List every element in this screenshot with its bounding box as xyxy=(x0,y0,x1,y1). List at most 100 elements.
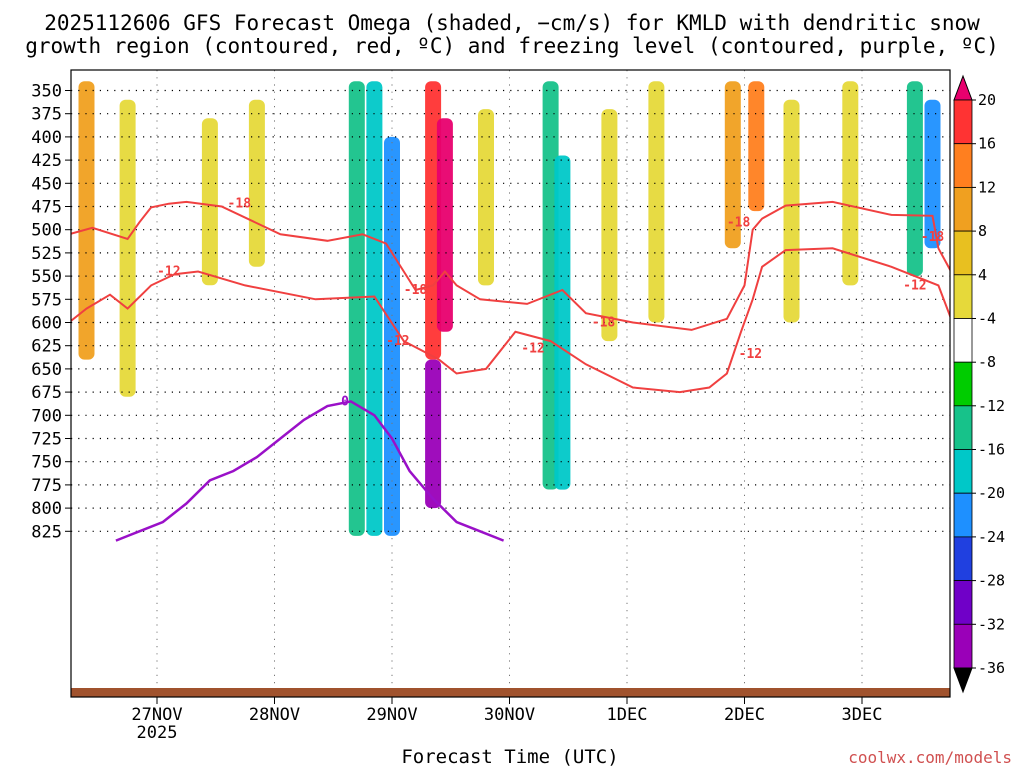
omega-cell-4 xyxy=(348,81,365,536)
colorbar-box-11 xyxy=(953,580,973,625)
omega-cell-17 xyxy=(783,99,800,323)
colorbar-box-9 xyxy=(953,492,973,538)
colorbar-box-10 xyxy=(953,536,973,582)
omega-cell-8 xyxy=(436,118,453,332)
y-tick-label-550: 550 xyxy=(31,267,62,287)
terrain-ground xyxy=(71,688,950,697)
contour-label-minus18-b: -18 xyxy=(404,283,428,298)
colorbar-label-2: 12 xyxy=(978,178,996,196)
chart-title-line1: 2025112606 GFS Forecast Omega (shaded, −… xyxy=(44,11,980,35)
colorbar-box-8 xyxy=(953,449,973,494)
colorbar-box-6 xyxy=(953,361,973,407)
dgz-minus12-contour xyxy=(71,247,950,394)
omega-cell-0 xyxy=(78,81,95,360)
colorbar-box-12 xyxy=(953,623,973,669)
colorbar-top-triangle xyxy=(953,74,973,101)
y-tick-label-775: 775 xyxy=(31,476,62,496)
y-tick-label-700: 700 xyxy=(31,406,62,426)
y-tick-label-825: 825 xyxy=(31,522,62,542)
x-tick-label-2dec: 2DEC xyxy=(724,705,765,725)
omega-cell-18 xyxy=(842,81,859,286)
y-tick-label-625: 625 xyxy=(31,337,62,357)
omega-cell-9 xyxy=(425,359,442,509)
contour-label-minus12-d: -12 xyxy=(739,347,762,362)
colorbar-label-4: 4 xyxy=(978,266,987,284)
contour-label-minus18-e: -18 xyxy=(921,230,945,245)
dgz-minus18-contour xyxy=(71,200,950,331)
x-tick-label-1dec: 1DEC xyxy=(607,705,648,725)
colorbar-box-4 xyxy=(953,274,973,319)
y-tick-label-725: 725 xyxy=(31,430,62,450)
chart-title-line2: growth region (contoured, red, ºC) and f… xyxy=(25,34,999,58)
y-tick-label-600: 600 xyxy=(31,314,62,334)
credit-text: coolwx.com/models xyxy=(848,748,1012,767)
contour-label-minus18-a: -18 xyxy=(228,197,252,212)
omega-shading xyxy=(78,81,1017,536)
x-year-label: 2025 xyxy=(137,723,178,743)
omega-cell-2 xyxy=(201,118,218,286)
omega-cell-23 xyxy=(1001,323,1017,509)
x-tick-label-29nov: 29NOV xyxy=(366,705,417,725)
colorbar-label-0: 20 xyxy=(978,91,996,109)
contour-label-minus12-c: -12 xyxy=(521,342,544,357)
colorbar-box-0 xyxy=(953,99,973,145)
y-tick-label-475: 475 xyxy=(31,198,62,218)
omega-cell-16 xyxy=(748,81,765,212)
y-tick-label-750: 750 xyxy=(31,453,62,473)
colorbar-label-7: -12 xyxy=(978,397,1005,415)
y-tick-label-425: 425 xyxy=(31,151,62,171)
contours: -18 -18 -18 -18 -18 -12 -12 -12 -12 -12 0 xyxy=(71,197,950,542)
omega-cell-15 xyxy=(724,81,741,249)
plot-frame xyxy=(70,69,951,698)
y-tick-label-400: 400 xyxy=(31,128,62,148)
y-tick-label-375: 375 xyxy=(31,105,62,125)
colorbar-label-8: -16 xyxy=(978,441,1005,459)
colorbar-box-3 xyxy=(953,230,973,276)
x-axis: 27NOV 28NOV 29NOV 30NOV 1DEC 2DEC 3DEC xyxy=(131,697,882,725)
colorbar-label-1: 16 xyxy=(978,135,996,153)
y-axis: 350 375 400 425 450 475 500 525 550 575 600 625 650 6… xyxy=(31,82,71,542)
x-tick-label-3dec: 3DEC xyxy=(842,705,883,725)
grid-lines xyxy=(71,70,950,697)
y-tick-label-350: 350 xyxy=(31,82,62,102)
y-tick-label-800: 800 xyxy=(31,499,62,519)
colorbar-label-9: -20 xyxy=(978,484,1005,502)
freezing-level-contour xyxy=(115,400,505,542)
colorbar-label-11: -28 xyxy=(978,572,1005,590)
colorbar-label-5: -4 xyxy=(978,310,996,328)
omega-cell-19 xyxy=(906,81,923,277)
colorbar-label-13: -36 xyxy=(978,659,1005,677)
y-tick-label-675: 675 xyxy=(31,383,62,403)
colorbar-label-10: -24 xyxy=(978,528,1005,546)
colorbar-label-12: -32 xyxy=(978,615,1005,633)
x-tick-label-30nov: 30NOV xyxy=(484,705,535,725)
y-tick-label-450: 450 xyxy=(31,174,62,194)
x-tick-label-27nov: 27NOV xyxy=(131,705,182,725)
contour-label-minus18-c: -18 xyxy=(592,316,616,331)
y-tick-label-525: 525 xyxy=(31,244,62,264)
colorbar-box-2 xyxy=(953,186,973,232)
omega-cell-1 xyxy=(119,99,136,397)
y-tick-label-575: 575 xyxy=(31,290,62,310)
x-tick-label-28nov: 28NOV xyxy=(249,705,300,725)
plot-area: -18 -18 -18 -18 -18 -12 -12 -12 -12 -12 0 xyxy=(71,70,1017,697)
colorbar: 20 16 12 8 4 -4 -8 -12 -16 -20 -24 -28 -32 -36 xyxy=(953,74,1005,694)
x-axis-label: Forecast Time (UTC) xyxy=(401,746,618,768)
contour-label-minus12-b: -12 xyxy=(386,334,409,349)
omega-cell-20 xyxy=(924,99,941,249)
contour-label-freezing: 0 xyxy=(341,394,349,409)
contour-label-minus18-d: -18 xyxy=(727,215,751,230)
y-tick-label-650: 650 xyxy=(31,360,62,380)
colorbar-bottom-triangle xyxy=(953,667,973,694)
colorbar-box-1 xyxy=(953,143,973,188)
contour-label-minus12-a: -12 xyxy=(157,265,180,280)
y-tick-label-500: 500 xyxy=(31,221,62,241)
contour-label-minus12-e: -12 xyxy=(903,278,926,293)
omega-cell-12 xyxy=(554,155,571,490)
omega-cell-10 xyxy=(478,109,494,286)
colorbar-label-6: -8 xyxy=(978,353,996,371)
colorbar-label-3: 8 xyxy=(978,222,987,240)
omega-cell-14 xyxy=(648,81,665,323)
colorbar-box-7 xyxy=(953,405,973,450)
